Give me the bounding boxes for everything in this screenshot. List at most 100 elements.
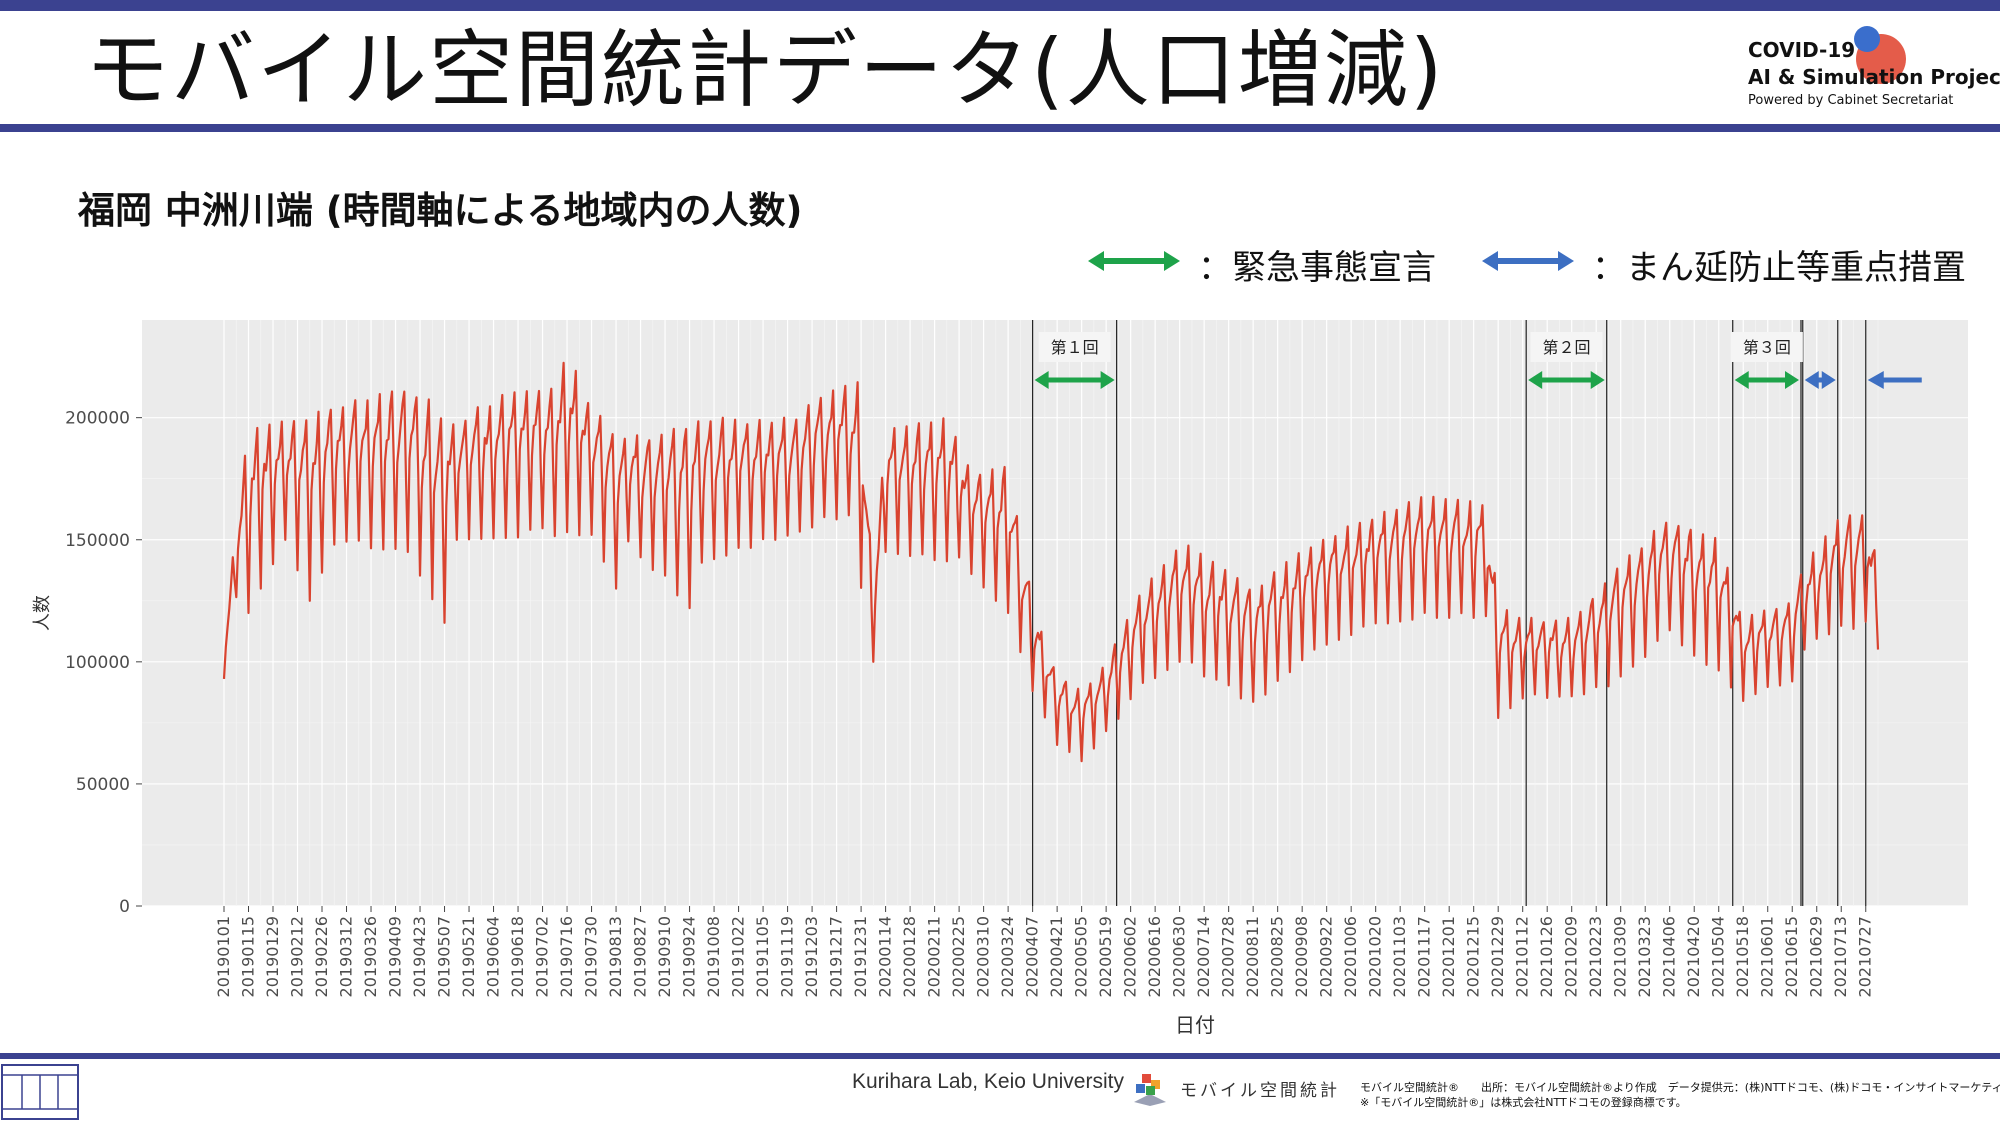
x-tick-label: 20200505 — [1072, 916, 1091, 997]
covid-ai-brand-logo: COVID-19 AI & Simulation Project Powered… — [1748, 26, 2000, 112]
priority-arrow-ongoing — [1867, 371, 1922, 389]
x-tick-label: 20200728 — [1219, 916, 1238, 997]
chart-subtitle: 福岡 中洲川端 (時間軸による地域内の人数) — [78, 189, 803, 232]
priority-arrow — [1804, 371, 1836, 389]
x-tick-label: 20210615 — [1782, 916, 1801, 997]
emergency-arrow — [1528, 371, 1605, 389]
x-tick-label: 20190115 — [239, 916, 258, 997]
footer-lab-name: Kurihara Lab, Keio University — [852, 1070, 1124, 1093]
blue-double-arrow-icon — [1482, 251, 1574, 271]
x-tick-label: 20200825 — [1268, 916, 1287, 997]
x-tick-label: 20190129 — [263, 916, 282, 997]
x-tick-label: 20210323 — [1635, 916, 1654, 997]
green-double-arrow-icon — [1088, 251, 1180, 271]
event-label: 第３回 — [1743, 338, 1791, 357]
x-tick-label: 20200922 — [1317, 916, 1336, 997]
keio-lab-logo-icon — [1, 1064, 79, 1120]
legend-priority: ：まん延防止等重点措置 — [1482, 240, 1982, 290]
x-tick-label: 20210209 — [1562, 916, 1581, 997]
x-tick-label: 20190604 — [484, 916, 503, 997]
x-tick-label: 20190212 — [288, 916, 307, 997]
x-tick-label: 20201201 — [1439, 916, 1458, 997]
x-tick-label: 20190521 — [459, 916, 478, 997]
footer-note-line-1: モバイル空間統計® 出所：モバイル空間統計®より作成 データ提供元：(株)NTT… — [1360, 1081, 2000, 1094]
x-tick-label: 20191217 — [827, 916, 846, 997]
x-tick-label: 20191231 — [851, 916, 870, 997]
footer-note-line-2: ※「モバイル空間統計®」は株式会社NTTドコモの登録商標です。 — [1360, 1096, 1687, 1109]
footer-divider — [0, 1053, 2000, 1059]
x-tick-label: 20210629 — [1807, 916, 1826, 997]
y-tick-label: 150000 — [65, 531, 130, 551]
x-tick-label: 20190813 — [606, 916, 625, 997]
x-tick-label: 20210518 — [1733, 916, 1752, 997]
x-tick-label: 20200421 — [1047, 916, 1066, 997]
brand-line-3: Powered by Cabinet Secretariat — [1748, 93, 1954, 108]
x-tick-label: 20190101 — [214, 916, 233, 997]
population-line-chart: 0 50000 100000 150000 200000 20190101 20190115… — [32, 320, 1968, 1037]
x-tick-label: 20191203 — [802, 916, 821, 997]
x-tick-label: 20201215 — [1464, 916, 1483, 997]
y-axis-title: 人数 — [32, 595, 53, 631]
x-axis-title: 日付 — [1175, 1013, 1215, 1037]
x-tick-label: 20200310 — [974, 916, 993, 997]
brand-line-1: COVID-19 — [1748, 38, 1856, 62]
x-tick-label: 20210713 — [1831, 916, 1850, 997]
legend-emergency: ：緊急事態宣言 — [1088, 240, 1468, 290]
x-tick-label: 20210406 — [1660, 916, 1679, 997]
x-tick-label: 20200602 — [1121, 916, 1140, 997]
x-tick-label: 20190409 — [386, 916, 405, 997]
footer-source-note: モバイル空間統計® 出所：モバイル空間統計®より作成 データ提供元：(株)NTT… — [1360, 1080, 2000, 1110]
x-tick-label: 20190924 — [680, 916, 699, 997]
y-tick-label: 200000 — [65, 409, 130, 429]
x-tick-label: 20200324 — [998, 916, 1017, 997]
event-label: 第１回 — [1051, 338, 1099, 357]
x-tick-label: 20190226 — [312, 916, 331, 997]
x-tick-label: 20190507 — [435, 916, 454, 997]
x-tick-label: 20210727 — [1856, 916, 1875, 997]
cube-logo-icon — [1134, 1074, 1166, 1106]
emergency-arrow — [1734, 371, 1799, 389]
x-tick-label: 20190423 — [410, 916, 429, 997]
x-tick-label: 20190312 — [337, 916, 356, 997]
x-tick-label: 20200811 — [1243, 916, 1262, 997]
x-tick-label: 20201117 — [1415, 916, 1434, 997]
event-label-box — [1730, 332, 1803, 362]
series-line-population — [222, 361, 1880, 763]
x-tick-label: 20200519 — [1096, 916, 1115, 997]
emergency-arrow — [1034, 371, 1115, 389]
event-label-box — [1038, 332, 1111, 362]
x-tick-label: 20200714 — [1194, 916, 1213, 997]
x-tick-label: 20200225 — [949, 916, 968, 997]
x-tick-label: 20190618 — [508, 916, 527, 997]
x-tick-label: 20190326 — [361, 916, 380, 997]
x-tick-label: 20191008 — [704, 916, 723, 997]
event-label: 第２回 — [1542, 338, 1590, 357]
x-tick-label: 20190702 — [533, 916, 552, 997]
x-tick-label: 20200211 — [925, 916, 944, 997]
x-tick-label: 20200114 — [876, 916, 895, 997]
x-tick-label: 20191022 — [729, 916, 748, 997]
x-tick-label: 20210309 — [1611, 916, 1630, 997]
legend-emergency-label: ：緊急事態宣言 — [1198, 248, 1436, 288]
x-tick-label: 20190827 — [631, 916, 650, 997]
page-title: モバイル空間統計データ(人口増減) — [85, 21, 1445, 119]
event-label-box — [1530, 332, 1603, 362]
x-tick-label: 20190910 — [655, 916, 674, 997]
x-tick-label: 20210126 — [1537, 916, 1556, 997]
top-accent-bar — [0, 0, 2000, 11]
x-tick-label: 20200908 — [1292, 916, 1311, 997]
x-tick-label: 20191119 — [778, 916, 797, 997]
x-tick-label: 20210504 — [1709, 916, 1728, 997]
brand-blue-dot-icon — [1854, 26, 1880, 52]
x-tick-label: 20191105 — [753, 916, 772, 997]
x-tick-label: 20210420 — [1684, 916, 1703, 997]
footer-mark-text: モバイル空間統計 — [1180, 1081, 1340, 1101]
x-tick-label: 20201020 — [1366, 916, 1385, 997]
y-tick-label: 50000 — [76, 775, 130, 795]
x-tick-label: 20210223 — [1586, 916, 1605, 997]
x-tick-label: 20201103 — [1390, 916, 1409, 997]
title-divider — [0, 124, 2000, 132]
x-tick-label: 20200128 — [900, 916, 919, 997]
x-tick-label: 20200630 — [1170, 916, 1189, 997]
x-tick-label: 20210601 — [1758, 916, 1777, 997]
